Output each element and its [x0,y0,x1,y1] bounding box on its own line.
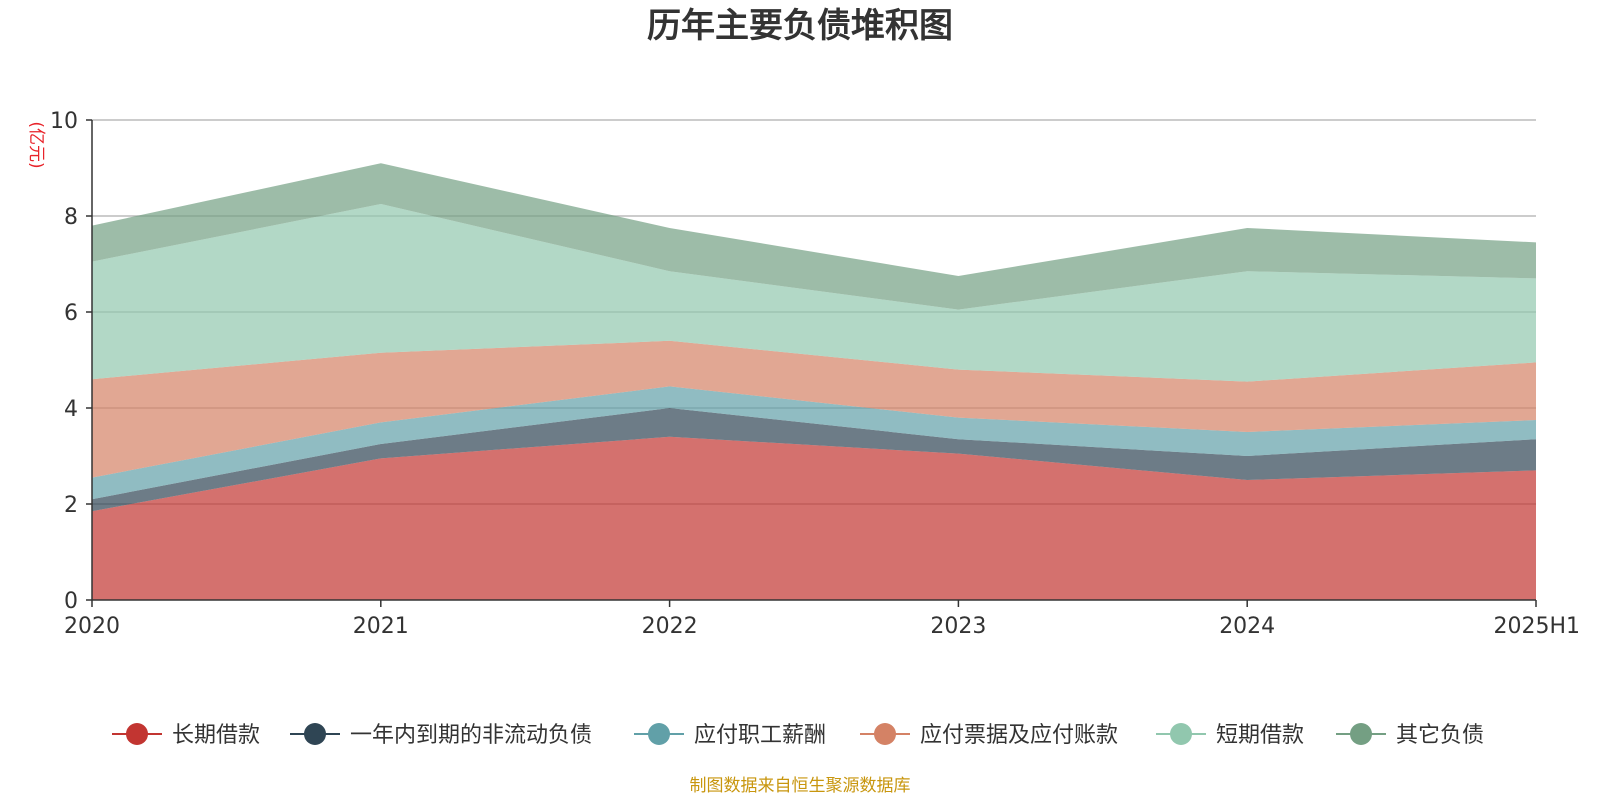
legend-item-6[interactable]: 其它负债 [1336,723,1484,748]
legend-label: 应付职工薪酬 [694,723,826,748]
x-tick-label: 2020 [64,614,120,639]
area-series-3 [92,386,1536,500]
axes: 0 2 4 6 8 10 2020 2021 2022 2023 2024 2025H1 [50,109,1580,639]
x-tick-label: 2022 [642,614,698,639]
x-tick-label: 2023 [930,614,986,639]
legend[interactable]: 长期借款 一年内到期的非流动负债 应付职工薪酬 应付票据及应付账款 短期借款 其它负债 [112,723,1484,748]
legend-dot-marker [648,723,670,745]
legend-item-4[interactable]: 应付票据及应付账款 [860,723,1118,748]
y-tick-label: 0 [64,589,78,614]
legend-dot-marker [1350,723,1372,745]
chart-title: 历年主要负债堆积图 [647,6,953,46]
legend-item-3[interactable]: 应付职工薪酬 [634,723,826,748]
y-axis-unit-label: (亿元) [26,121,46,168]
y-tick-label: 6 [64,301,78,326]
legend-item-5[interactable]: 短期借款 [1156,723,1304,748]
source-note: 制图数据来自恒生聚源数据库 [690,776,911,796]
legend-item-1[interactable]: 长期借款 [112,723,260,748]
legend-label: 长期借款 [172,723,260,748]
legend-label: 短期借款 [1216,723,1304,748]
y-tick-label: 10 [50,109,78,134]
area-series [92,163,1536,600]
area-series-1 [92,436,1536,600]
y-tick-label: 4 [64,397,78,422]
legend-item-2[interactable]: 一年内到期的非流动负债 [290,723,592,748]
legend-dot-marker [304,723,326,745]
area-series-4 [92,340,1536,478]
y-tick-label: 8 [64,205,78,230]
legend-dot-marker [126,723,148,745]
area-series-5 [92,204,1536,382]
area-series-6 [92,163,1536,310]
legend-label: 应付票据及应付账款 [920,723,1118,748]
x-tick-label: 2021 [353,614,409,639]
legend-label: 一年内到期的非流动负债 [350,723,592,748]
y-tick-label: 2 [64,493,78,518]
legend-dot-marker [1170,723,1192,745]
legend-label: 其它负债 [1396,723,1484,748]
x-tick-label: 2025H1 [1493,614,1580,639]
area-series-2 [92,408,1536,512]
x-tick-label: 2024 [1219,614,1275,639]
legend-dot-marker [874,723,896,745]
